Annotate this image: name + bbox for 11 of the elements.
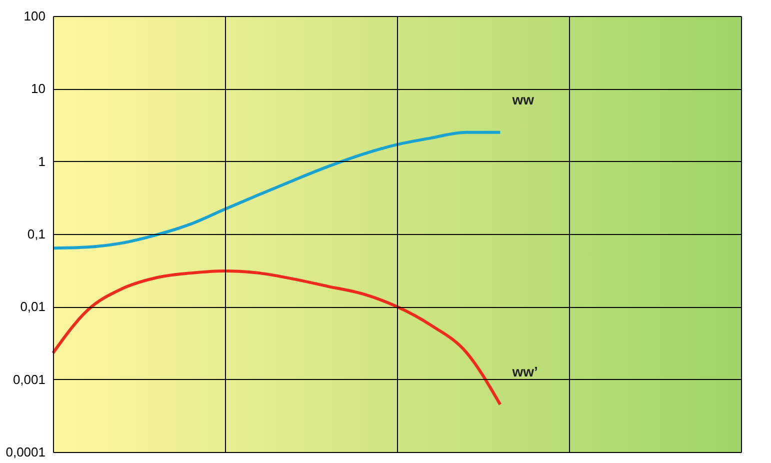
y-tick-label: 0,0001 bbox=[6, 444, 46, 460]
y-tick-label: 0,1 bbox=[27, 226, 46, 242]
y-tick-label: 100 bbox=[24, 8, 46, 24]
y-tick-label: 1 bbox=[38, 154, 46, 169]
line-series bbox=[52, 130, 502, 250]
y-tick-label: 0,01 bbox=[20, 299, 46, 314]
series-label: ww bbox=[511, 91, 534, 108]
series-label: ww’ bbox=[511, 364, 538, 380]
line-series bbox=[52, 269, 502, 406]
y-tick-label: 10 bbox=[31, 81, 46, 96]
y-tick-label: 0,001 bbox=[12, 372, 46, 387]
